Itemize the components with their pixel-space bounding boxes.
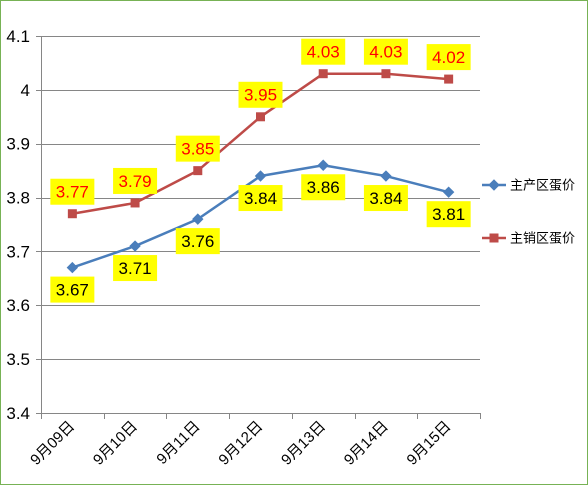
series-point bbox=[256, 112, 265, 122]
series-point bbox=[129, 240, 141, 252]
data-label-text: 3.71 bbox=[119, 259, 152, 278]
series-point bbox=[444, 74, 454, 84]
series-point bbox=[66, 261, 79, 274]
square-legend-icon bbox=[489, 233, 499, 243]
data-label-text: 3.95 bbox=[244, 86, 277, 105]
data-label: 3.67 bbox=[50, 276, 95, 303]
legend-label: 主产区蛋价 bbox=[510, 178, 575, 193]
data-label: 4.03 bbox=[301, 38, 346, 65]
legend-item: 主产区蛋价 bbox=[482, 178, 575, 193]
legend-item: 主销区蛋价 bbox=[482, 231, 575, 246]
series-2 bbox=[67, 69, 454, 219]
data-label-background bbox=[363, 38, 408, 65]
data-label-text: 3.81 bbox=[432, 205, 465, 224]
diamond-legend-icon bbox=[488, 179, 500, 191]
data-label: 3.95 bbox=[238, 81, 283, 108]
data-label-text: 4.02 bbox=[432, 48, 465, 67]
y-tick-label: 3.8 bbox=[6, 189, 30, 208]
y-tick-label: 3.5 bbox=[6, 350, 30, 369]
data-label: 3.81 bbox=[426, 201, 471, 228]
data-label-background bbox=[301, 38, 346, 65]
data-label: 3.79 bbox=[113, 167, 158, 194]
data-label: 4.02 bbox=[426, 44, 471, 71]
y-tick-label: 4 bbox=[21, 81, 30, 100]
y-axis: 3.4 3.5 3.6 3.7 3.8 3.9 4 4.1 bbox=[6, 27, 42, 423]
data-label-background bbox=[238, 185, 283, 212]
data-label: 3.71 bbox=[113, 255, 158, 282]
data-label-background bbox=[301, 174, 346, 201]
data-label: 3.76 bbox=[175, 228, 220, 255]
data-label: 4.03 bbox=[363, 38, 408, 65]
data-label-text: 3.79 bbox=[119, 172, 152, 191]
data-label-background bbox=[426, 44, 471, 71]
data-labels-series-2: 3.77 3.79 3.85 3.95 4.03 4.03 4.02 bbox=[50, 38, 471, 205]
data-label-background bbox=[113, 255, 158, 282]
data-label-background bbox=[175, 135, 220, 162]
y-tick-label: 3.7 bbox=[6, 242, 30, 261]
data-label-text: 4.03 bbox=[369, 43, 402, 62]
data-label-text: 3.84 bbox=[369, 189, 402, 208]
data-label: 3.86 bbox=[301, 174, 346, 201]
data-label-background bbox=[50, 178, 95, 205]
data-label: 3.85 bbox=[175, 135, 220, 162]
data-label-background bbox=[175, 228, 220, 255]
legend-label: 主销区蛋价 bbox=[510, 231, 575, 246]
data-label-text: 3.85 bbox=[181, 140, 214, 159]
data-labels-series-1: 3.67 3.71 3.76 3.84 3.86 3.84 3.81 bbox=[50, 174, 471, 303]
series-point bbox=[130, 198, 140, 208]
data-label: 3.84 bbox=[363, 185, 408, 212]
series-point bbox=[67, 209, 77, 219]
data-label-text: 3.84 bbox=[244, 189, 277, 208]
data-label-text: 4.03 bbox=[307, 43, 340, 62]
data-label-background bbox=[363, 185, 408, 212]
data-label-background bbox=[238, 81, 283, 108]
y-tick-label: 4.1 bbox=[6, 27, 30, 46]
series-1 bbox=[66, 159, 455, 274]
data-label-background bbox=[426, 201, 471, 228]
series-point bbox=[193, 166, 203, 176]
series-point bbox=[318, 69, 328, 79]
data-label-text: 3.77 bbox=[56, 183, 89, 202]
data-label: 3.84 bbox=[238, 185, 283, 212]
series-point bbox=[381, 69, 391, 79]
data-label-text: 3.86 bbox=[307, 178, 340, 197]
series-point bbox=[254, 170, 267, 182]
data-labels: 3.67 3.71 3.76 3.84 3.86 3.84 3.81 3.77 3.79 3.85… bbox=[50, 38, 471, 303]
y-tick-label: 3.9 bbox=[6, 135, 30, 154]
data-label-background bbox=[113, 167, 158, 194]
data-label-text: 3.76 bbox=[181, 232, 214, 251]
series-point bbox=[380, 170, 392, 182]
series-group bbox=[66, 69, 455, 274]
data-label-background bbox=[50, 276, 95, 303]
series-point bbox=[192, 213, 204, 225]
data-label: 3.77 bbox=[50, 178, 95, 205]
series-point bbox=[317, 159, 329, 171]
y-tick-label: 3.6 bbox=[6, 296, 30, 315]
y-tick-label: 3.4 bbox=[6, 404, 30, 423]
series-point bbox=[442, 186, 455, 198]
data-label-text: 3.67 bbox=[56, 281, 89, 300]
